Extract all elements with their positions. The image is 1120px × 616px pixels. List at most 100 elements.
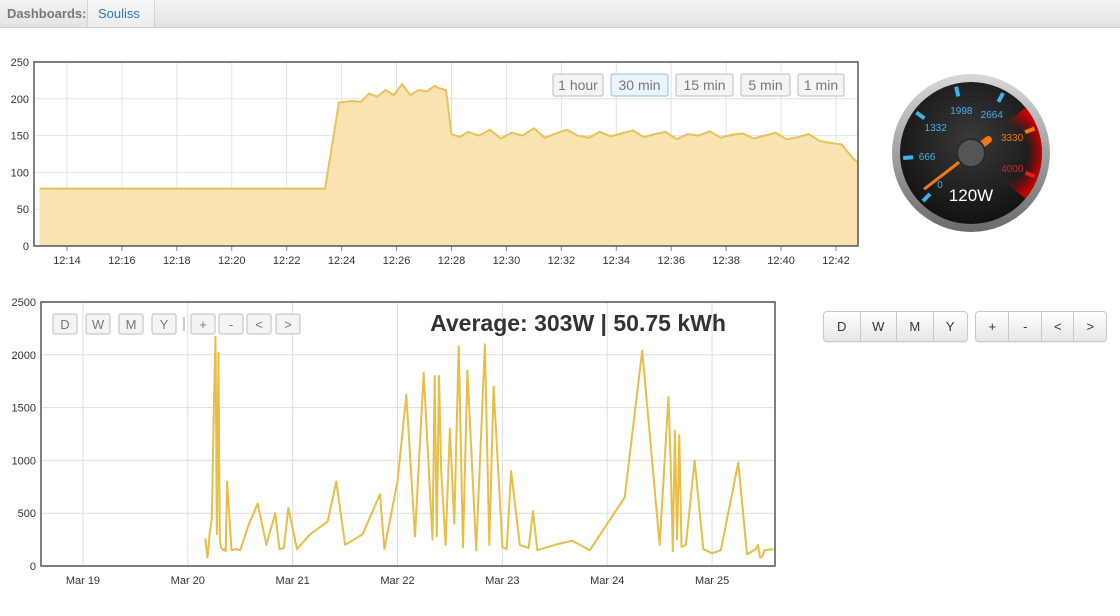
gauge-tick — [921, 192, 932, 203]
x-tick-label: Mar 23 — [485, 575, 519, 587]
chart-nav-button[interactable]: D — [52, 313, 78, 335]
gauge-tick-label: 0 — [937, 180, 943, 191]
chart-nav-button[interactable]: Y — [151, 313, 177, 335]
side-button[interactable]: D — [824, 312, 861, 341]
average-title: Average: 303W | 50.75 kWh — [430, 310, 726, 336]
x-tick-label: 12:32 — [548, 255, 576, 267]
x-tick-label: 12:20 — [218, 255, 246, 267]
chart-nav-button-bg — [85, 313, 111, 335]
chart-nav-button[interactable]: - — [218, 313, 244, 335]
range-button-5-min[interactable]: 5 min — [740, 73, 791, 97]
x-tick-label: 12:34 — [603, 255, 631, 267]
range-button-label: 30 min — [618, 77, 660, 93]
gauge-hub — [956, 138, 986, 168]
side-button[interactable]: < — [1042, 312, 1075, 341]
chart-nav-button-bg — [52, 313, 78, 335]
chart-nav-button[interactable]: W — [85, 313, 111, 335]
x-tick-label: Mar 20 — [171, 575, 205, 587]
range-button-1-hour[interactable]: 1 hour — [552, 73, 604, 97]
range-button-bg — [740, 73, 791, 97]
gauge-tick — [1024, 126, 1036, 135]
range-button-bg — [675, 73, 734, 97]
y-tick-label: 50 — [17, 204, 29, 216]
gauge-tick-label: 1332 — [925, 123, 948, 134]
side-button[interactable]: W — [861, 312, 897, 341]
x-tick-label: 12:24 — [328, 255, 356, 267]
range-button-label: 1 min — [804, 77, 838, 93]
gauge-tick — [954, 86, 961, 97]
x-tick-label: Mar 19 — [66, 575, 100, 587]
x-tick-label: 12:40 — [767, 255, 795, 267]
range-button-30-min[interactable]: 30 min — [610, 73, 669, 97]
gauge-tick-label: 3330 — [1001, 133, 1024, 144]
x-tick-label: 12:28 — [438, 255, 466, 267]
chart-nav-button-bg — [275, 313, 301, 335]
gauge-tick — [1024, 170, 1036, 179]
side-button[interactable]: Y — [945, 319, 955, 334]
range-button-15-min[interactable]: 15 min — [675, 73, 734, 97]
gauge-danger-zone — [971, 107, 1042, 199]
y-tick-label: 1500 — [12, 403, 36, 415]
dashboards-label: Dashboards: — [7, 6, 87, 21]
chart-nav-button-label: > — [284, 317, 292, 332]
x-tick-label: 12:26 — [383, 255, 411, 267]
range-button-label: 15 min — [683, 77, 725, 93]
x-tick-label: Mar 24 — [590, 575, 624, 587]
series-line — [204, 335, 774, 559]
y-tick-label: 1000 — [12, 455, 36, 467]
y-tick-label: 250 — [11, 57, 29, 69]
plot-border — [40, 301, 776, 567]
chart-nav-button-bg — [190, 313, 216, 335]
x-tick-label: Mar 25 — [695, 575, 729, 587]
x-tick-label: 12:30 — [493, 255, 521, 267]
plot-border — [33, 61, 859, 247]
side-button[interactable]: - — [1009, 312, 1042, 341]
range-button-1-min[interactable]: 1 min — [797, 73, 845, 97]
gauge-tick-label: 2664 — [981, 110, 1004, 121]
gauge-tick — [915, 110, 926, 121]
x-tick-label: 12:14 — [53, 255, 81, 267]
chart-nav-button-label: + — [199, 317, 207, 332]
gauge-value-label: 120W — [949, 186, 993, 205]
chart-nav-button-label: W — [92, 317, 105, 332]
y-tick-label: 0 — [23, 241, 29, 253]
side-button[interactable]: M — [897, 312, 934, 341]
power-chart-history: Mar 19 Mar 20 Mar 21 Mar 22 Mar 23 Mar 24 Mar … — [12, 297, 776, 587]
y-tick-label: 150 — [11, 131, 29, 143]
series-line — [39, 82, 859, 190]
chart-nav-button-label: Y — [160, 317, 169, 332]
power-chart-live: 12:14 12:16 12:18 12:20 12:22 12:24 12:26 12:28… — [11, 57, 859, 267]
top-bar: Dashboards: Souliss — [0, 0, 1120, 28]
y-tick-label: 0 — [30, 561, 36, 573]
chart-nav-button-bg — [246, 313, 272, 335]
side-button[interactable]: + — [976, 312, 1010, 341]
side-button[interactable]: > — [1086, 319, 1095, 334]
range-button-bg — [552, 73, 604, 97]
tab-souliss-label: Souliss — [98, 6, 140, 21]
chart-nav-button-label: < — [255, 317, 263, 332]
chart-nav-button-label: D — [60, 317, 69, 332]
chart-nav-button[interactable]: M — [118, 313, 144, 335]
chart-nav-button[interactable]: < — [246, 313, 272, 335]
tab-souliss[interactable]: Souliss — [87, 0, 155, 27]
gauge-tick — [903, 155, 914, 160]
x-tick-label: Mar 22 — [380, 575, 414, 587]
x-tick-label: 12:16 — [108, 255, 136, 267]
y-tick-label: 500 — [18, 508, 36, 520]
x-tick-label: 12:42 — [822, 255, 850, 267]
chart-nav-button-label: - — [229, 317, 233, 332]
x-tick-label: 12:38 — [712, 255, 740, 267]
chart-nav-button-bg — [118, 313, 144, 335]
chart-nav-button[interactable]: + — [190, 313, 216, 335]
chart-nav-button-label: M — [126, 317, 137, 332]
range-button-label: 5 min — [748, 77, 782, 93]
chart-nav-button[interactable]: > — [275, 313, 301, 335]
gauge-tick-label: 1998 — [950, 106, 973, 117]
y-tick-label: 100 — [11, 167, 29, 179]
range-button-label: 1 hour — [558, 77, 598, 93]
x-tick-label: 12:18 — [163, 255, 191, 267]
gauge-tick-label: 666 — [919, 152, 936, 163]
y-tick-label: 200 — [11, 94, 29, 106]
